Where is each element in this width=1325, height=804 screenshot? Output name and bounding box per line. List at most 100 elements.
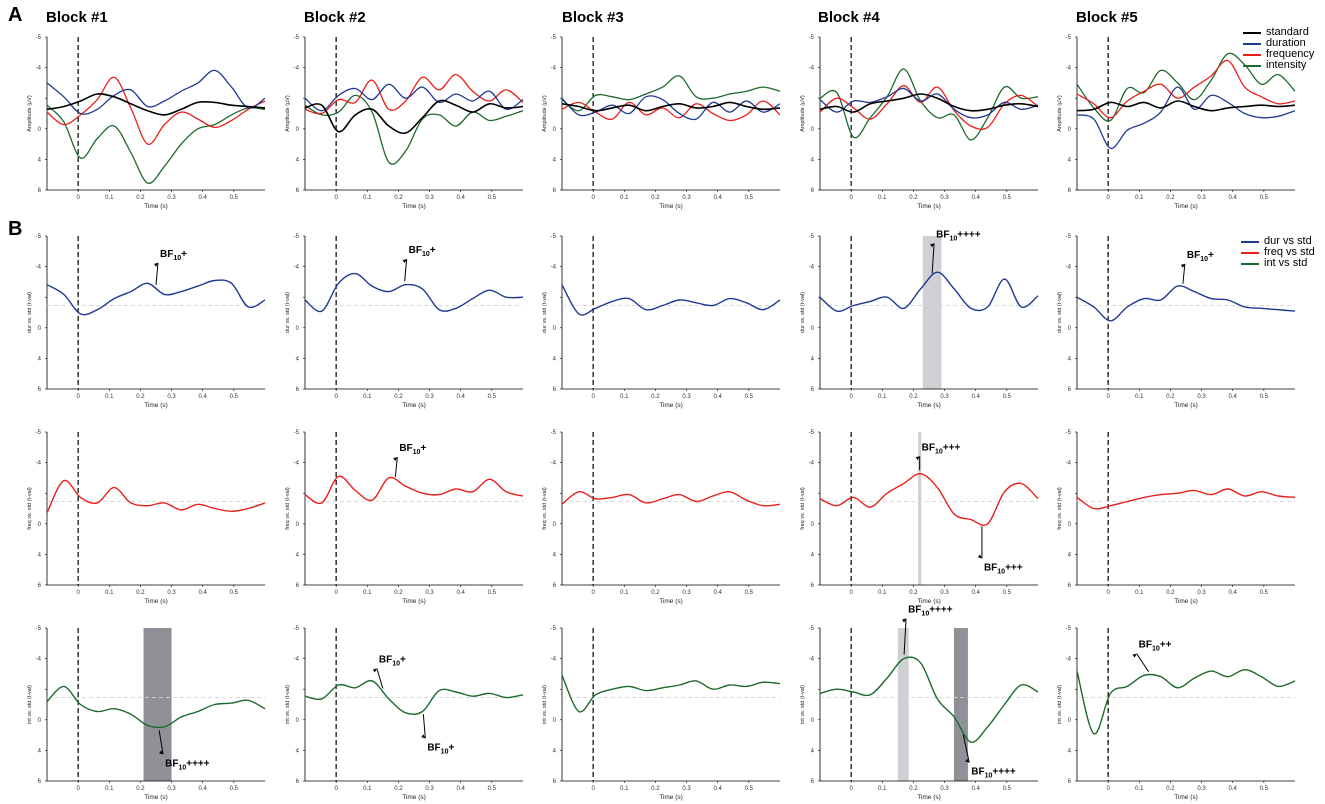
significance-window [922,236,942,389]
x-tick-label: 0.1 [878,394,887,400]
x-tick-label: 0 [591,786,595,792]
y-tick-label: 0 [811,127,815,133]
x-tick-label: 0.2 [651,195,660,201]
x-tick-label: 0.2 [1166,590,1175,596]
x-tick-label: 0.1 [1135,394,1144,400]
x-axis-label: Time (s) [917,203,941,210]
bayes-factor-label: BF10++++ [936,229,981,242]
x-tick-label: 0.4 [972,195,981,201]
y-axis-label: Amplitude (µV) [542,95,548,132]
series-line-freq-vs-std [304,475,524,505]
y-axis-label: freq vs. std (t-val) [27,487,33,530]
x-tick-label: 0 [849,590,853,596]
x-tick-label: 0.5 [1003,394,1012,400]
x-tick-label: 0.2 [909,590,918,596]
y-tick-label: 6 [811,583,815,589]
legend-swatch [1241,262,1259,265]
y-tick-label: 6 [296,387,300,393]
y-axis-label: dur vs. std (t-val) [27,292,33,333]
y-tick-label: 4 [811,356,815,362]
series-line-freq-vs-std [1076,488,1296,510]
block-title-1: Block #1 [46,9,108,26]
x-tick-label: 0.4 [199,590,208,596]
annotation-arrowhead [930,243,935,248]
x-tick-label: 0.1 [363,394,372,400]
x-tick-label: 0.2 [394,394,403,400]
y-axis-label: int vs. std (t-val) [285,685,291,724]
y-tick-label: 4 [553,356,557,362]
bayes-factor-label: BF10+ [379,654,406,667]
x-tick-label: 0.4 [714,394,723,400]
x-tick-label: 0.1 [1135,590,1144,596]
y-tick-label: 6 [1068,779,1072,785]
y-tick-label: 6 [1068,387,1072,393]
y-tick-label: 4 [296,157,300,163]
y-tick-label: -5 [294,35,300,41]
y-tick-label: 4 [553,552,557,558]
erp-plot-2: -5 -4 0 4 6 0 0.1 0.2 0.3 0.4 0.5 Time (s) Amplitude… [285,35,524,210]
y-tick-label: 6 [553,387,557,393]
series-line-standard [819,93,1039,113]
y-tick-label: 0 [553,127,557,133]
y-tick-label: -4 [1066,657,1072,663]
x-tick-label: 0.2 [136,394,145,400]
annotation-arrowhead [915,456,920,461]
contrast-plot-b5-r3: -5 -4 0 4 6 0 0.1 0.2 0.3 0.4 0.5 Time (s) int vs. s… [1057,626,1296,801]
series-line-intensity [46,104,266,184]
x-axis-label: Time (s) [402,402,426,409]
x-tick-label: 0.1 [363,590,372,596]
annotation-arrow [962,734,970,763]
x-tick-label: 0.3 [425,195,434,201]
x-tick-label: 0 [76,590,80,596]
significance-window [143,628,172,781]
contrast-plot-b4-r1: -5 -4 0 4 6 0 0.1 0.2 0.3 0.4 0.5 Time (s) dur vs. s… [800,229,1039,409]
y-tick-label: -5 [36,626,42,632]
y-tick-label: -4 [551,657,557,663]
series-line-intensity [819,68,1039,141]
series-line-freq-vs-std [46,479,266,514]
y-tick-label: -4 [809,461,815,467]
y-axis-label: dur vs. std (t-val) [1057,292,1063,333]
legend-swatch [1243,64,1261,67]
y-tick-label: 0 [1068,522,1072,528]
legend-swatch [1243,53,1261,56]
y-tick-label: 4 [553,748,557,754]
x-axis-label: Time (s) [917,598,941,605]
x-tick-label: 0 [334,590,338,596]
series-line-intensity [304,94,524,165]
series-line-duration [819,87,1039,119]
y-tick-label: 4 [38,356,42,362]
series-line-frequency [819,85,1039,130]
y-tick-label: 0 [553,522,557,528]
y-tick-label: -5 [1066,35,1072,41]
x-tick-label: 0.3 [1197,195,1206,201]
bayes-factor-label: BF10+++ [984,562,1023,575]
contrast-plot-b2-r1: -5 -4 0 4 6 0 0.1 0.2 0.3 0.4 0.5 Time (s) dur vs. s… [285,234,524,409]
x-tick-label: 0.1 [878,786,887,792]
x-tick-label: 0.4 [972,590,981,596]
y-tick-label: -4 [294,265,300,271]
y-tick-label: -5 [36,234,42,240]
legend-swatch [1241,251,1259,254]
x-tick-label: 0.3 [167,195,176,201]
contrast-plot-b2-r3: -5 -4 0 4 6 0 0.1 0.2 0.3 0.4 0.5 Time (s) int vs. s… [285,626,524,801]
x-tick-label: 0 [591,590,595,596]
y-tick-label: -5 [551,430,557,436]
x-tick-label: 0 [76,786,80,792]
x-tick-label: 0.5 [1260,590,1269,596]
x-tick-label: 0.1 [363,195,372,201]
x-tick-label: 0.4 [457,590,466,596]
y-tick-label: 0 [296,326,300,332]
y-tick-label: -5 [294,626,300,632]
y-tick-label: -4 [36,265,42,271]
y-tick-label: 0 [1068,326,1072,332]
legend-label: dur vs std [1264,235,1312,247]
contrast-plot-b3-r2: -5 -4 0 4 6 0 0.1 0.2 0.3 0.4 0.5 Time (s) freq vs. … [542,430,781,605]
x-tick-label: 0.4 [457,786,466,792]
y-tick-label: -5 [1066,626,1072,632]
x-tick-label: 0.5 [1260,195,1269,201]
x-tick-label: 0.4 [1229,786,1238,792]
y-tick-label: -5 [809,234,815,240]
x-tick-label: 0 [591,394,595,400]
y-tick-label: -4 [294,66,300,72]
